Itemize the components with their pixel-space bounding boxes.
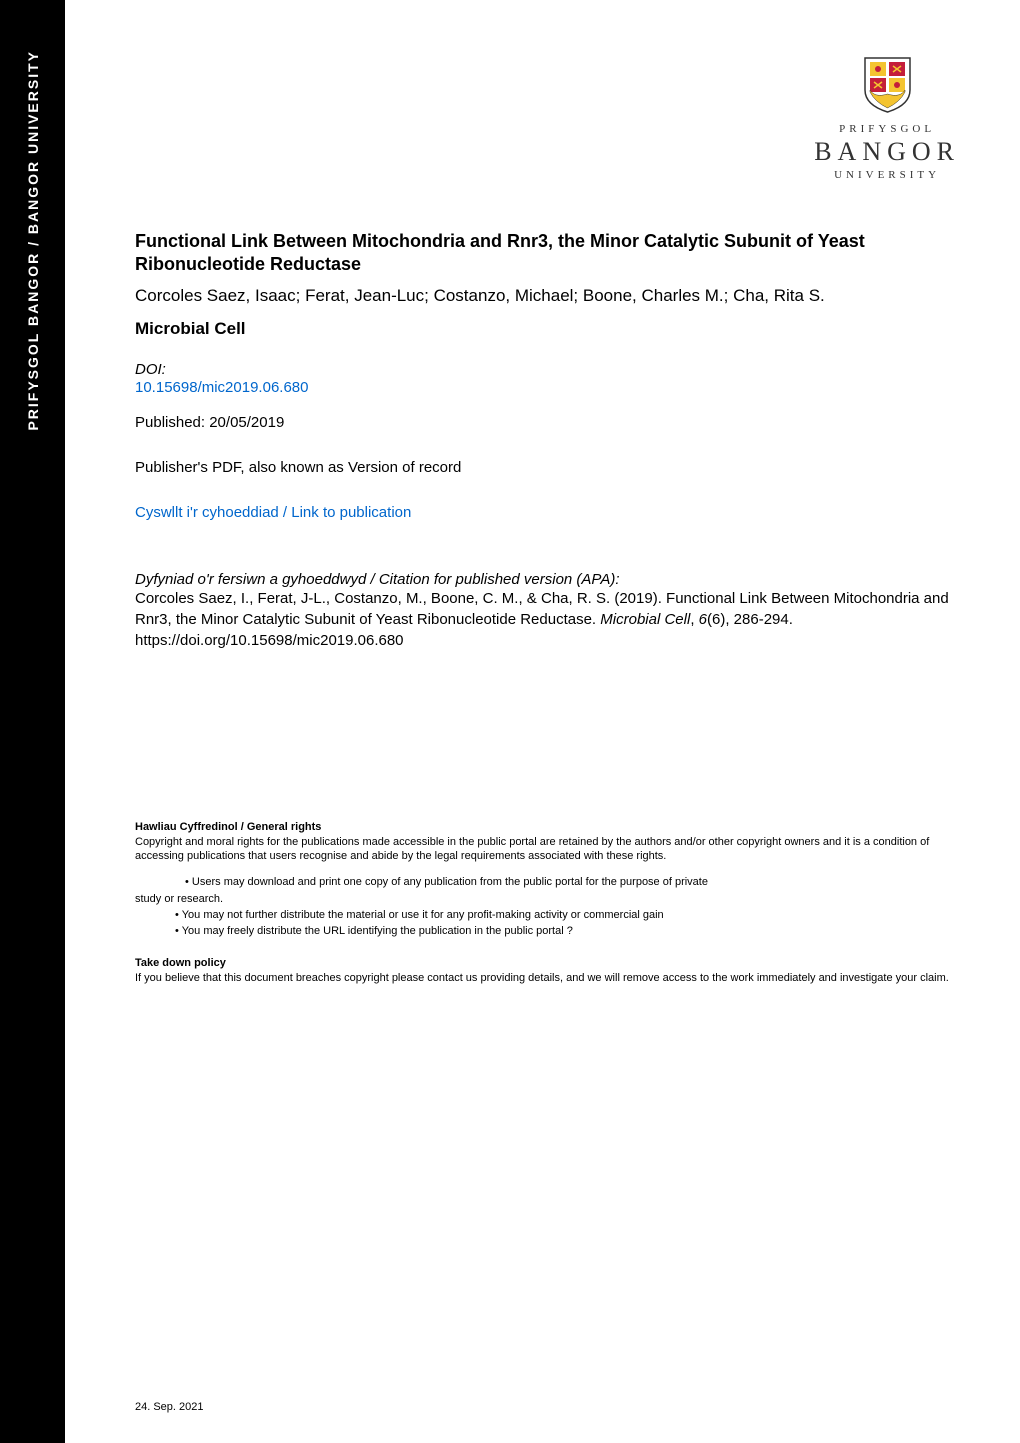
crest-icon: [860, 50, 915, 115]
citation-text: Corcoles Saez, I., Ferat, J-L., Costanzo…: [135, 588, 960, 651]
logo-text-bangor: BANGOR: [814, 137, 960, 167]
journal-name: Microbial Cell: [135, 319, 960, 339]
footer-date: 24. Sep. 2021: [135, 1401, 204, 1413]
takedown-text: If you believe that this document breach…: [135, 971, 960, 985]
main-content: PRIFYSGOL BANGOR UNIVERSITY Functional L…: [65, 0, 1020, 1443]
doi-label: DOI:: [135, 361, 166, 378]
rights-section: Hawliau Cyffredinol / General rights Cop…: [135, 821, 960, 939]
published-date: Published: 20/05/2019: [135, 414, 960, 431]
rights-text: Copyright and moral rights for the publi…: [135, 835, 960, 864]
logo-text-university: UNIVERSITY: [814, 169, 960, 181]
university-logo: PRIFYSGOL BANGOR UNIVERSITY: [814, 50, 960, 181]
citation-doi-url: https://doi.org/10.15698/mic2019.06.680: [135, 632, 404, 649]
sidebar: PRIFYSGOL BANGOR / BANGOR UNIVERSITY: [0, 0, 65, 1443]
publication-link[interactable]: Cyswllt i'r cyhoeddiad / Link to publica…: [135, 504, 960, 521]
rights-heading: Hawliau Cyffredinol / General rights: [135, 821, 960, 833]
takedown-section: Take down policy If you believe that thi…: [135, 957, 960, 985]
doi-link[interactable]: 10.15698/mic2019.06.680: [135, 379, 960, 396]
takedown-heading: Take down policy: [135, 957, 960, 969]
citation-section: Dyfyniad o'r fersiwn a gyhoeddwyd / Cita…: [135, 571, 960, 651]
paper-authors: Corcoles Saez, Isaac; Ferat, Jean-Luc; C…: [135, 285, 960, 307]
logo-text-prifysgol: PRIFYSGOL: [814, 123, 960, 135]
rights-bullet-2: • You may not further distribute the mat…: [135, 908, 960, 922]
doi-section: DOI: 10.15698/mic2019.06.680: [135, 361, 960, 396]
rights-bullet-1-line1: • Users may download and print one copy …: [135, 875, 960, 889]
citation-label: Dyfyniad o'r fersiwn a gyhoeddwyd / Cita…: [135, 571, 960, 588]
citation-journal: Microbial Cell: [600, 611, 690, 628]
rights-bullet-3: • You may freely distribute the URL iden…: [135, 924, 960, 938]
citation-authors: Corcoles Saez, I., Ferat, J-L., Costanzo…: [135, 590, 949, 628]
sidebar-institution-text: PRIFYSGOL BANGOR / BANGOR UNIVERSITY: [25, 50, 41, 431]
paper-title: Functional Link Between Mitochondria and…: [135, 230, 960, 277]
version-text: Publisher's PDF, also known as Version o…: [135, 459, 960, 476]
rights-bullet-1-line2: study or research.: [135, 892, 960, 906]
citation-volume: 6: [699, 611, 707, 628]
citation-pages: (6), 286-294.: [707, 611, 793, 628]
